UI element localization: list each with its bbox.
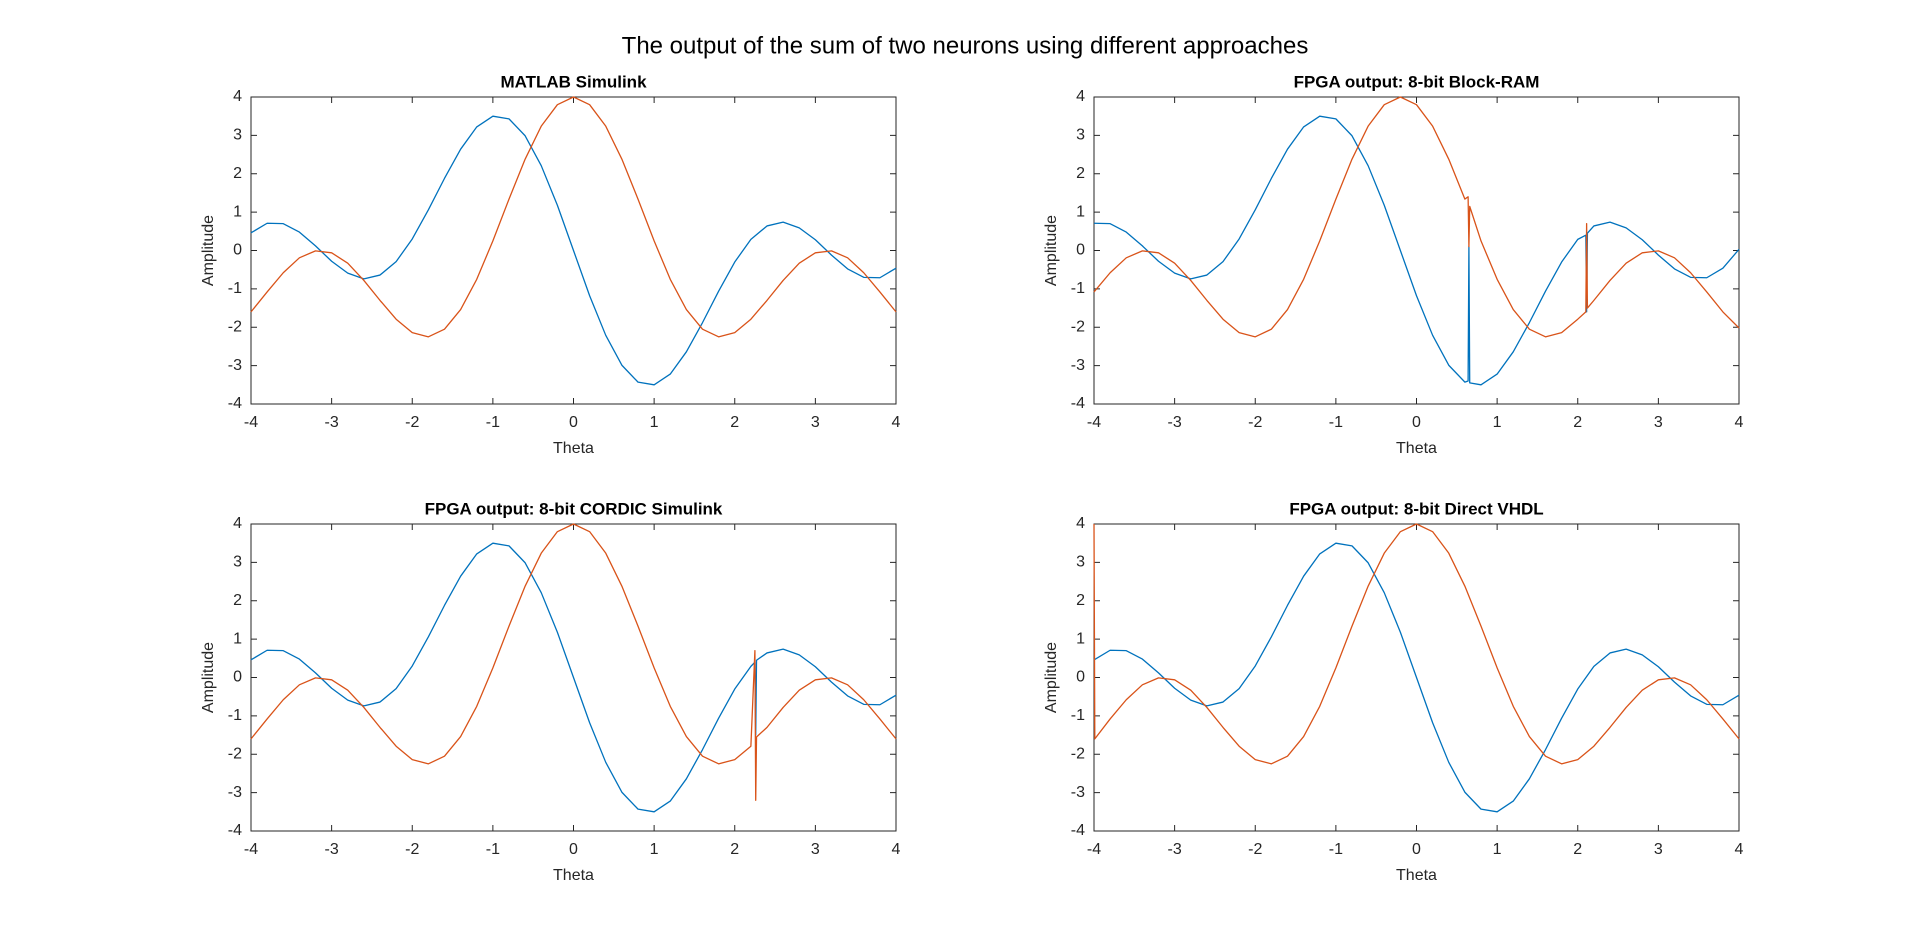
- y-tick-label: 1: [233, 203, 242, 220]
- x-tick-label: 1: [1493, 414, 1502, 431]
- data-line: [1093, 96, 1740, 338]
- subplot: MATLAB Simulink Theta Amplitude -4 -3 -2 -1 0 1 2…: [200, 72, 900, 457]
- y-tick-label: 4: [233, 515, 242, 532]
- y-tick-label: 3: [233, 127, 242, 144]
- subplot-title: FPGA output: 8-bit CORDIC Simulink: [425, 499, 723, 518]
- y-axis-label: Amplitude: [1043, 215, 1060, 286]
- subplot-title: FPGA output: 8-bit Block-RAM: [1294, 72, 1540, 91]
- y-tick-label: 2: [1076, 165, 1085, 182]
- y-tick-label: -2: [1071, 745, 1085, 762]
- y-tick-label: 0: [1076, 669, 1085, 686]
- y-tick-label: -1: [228, 280, 242, 297]
- y-tick-label: 4: [233, 88, 242, 105]
- y-tick-label: -3: [228, 357, 242, 374]
- x-tick-label: -1: [486, 841, 500, 858]
- y-tick-label: 4: [1076, 515, 1085, 532]
- x-tick-label: -1: [1329, 414, 1343, 431]
- y-tick-label: 0: [233, 242, 242, 259]
- x-tick-label: 2: [1573, 414, 1582, 431]
- y-tick-label: -2: [228, 745, 242, 762]
- data-line: [250, 542, 897, 813]
- x-tick-label: 4: [1735, 841, 1744, 858]
- x-tick-label: 3: [811, 414, 820, 431]
- data-line: [1093, 542, 1740, 813]
- y-tick-label: -2: [228, 318, 242, 335]
- x-tick-label: -2: [1248, 841, 1262, 858]
- y-tick-label: 1: [1076, 630, 1085, 647]
- x-tick-label: -4: [244, 414, 258, 431]
- x-tick-label: 4: [892, 414, 901, 431]
- x-tick-label: 0: [569, 841, 578, 858]
- y-tick-label: -3: [228, 784, 242, 801]
- y-tick-label: 4: [1076, 88, 1085, 105]
- y-tick-label: 1: [233, 630, 242, 647]
- x-axis-label: Theta: [553, 440, 594, 457]
- x-tick-label: -4: [244, 841, 258, 858]
- x-axis-label: Theta: [1396, 440, 1437, 457]
- x-tick-label: 2: [1573, 841, 1582, 858]
- subplot: FPGA output: 8-bit CORDIC Simulink Theta A…: [200, 499, 900, 884]
- y-tick-label: 2: [233, 592, 242, 609]
- x-tick-label: 3: [1654, 841, 1663, 858]
- y-tick-label: -2: [1071, 318, 1085, 335]
- y-tick-label: 2: [233, 165, 242, 182]
- x-tick-label: -3: [1168, 841, 1182, 858]
- x-tick-label: -2: [1248, 414, 1262, 431]
- subplot-title: MATLAB Simulink: [500, 72, 647, 91]
- x-tick-label: 2: [730, 414, 739, 431]
- x-tick-label: -1: [1329, 841, 1343, 858]
- data-line: [1093, 115, 1740, 386]
- x-axis-label: Theta: [1396, 867, 1437, 884]
- data-line: [1093, 523, 1740, 765]
- subplot: FPGA output: 8-bit Block-RAM Theta Amplitu…: [1043, 72, 1743, 457]
- y-tick-label: -4: [228, 822, 242, 839]
- figure-title: The output of the sum of two neurons usi…: [622, 32, 1309, 59]
- x-tick-label: 1: [650, 841, 659, 858]
- y-tick-label: -3: [1071, 357, 1085, 374]
- x-tick-label: -3: [325, 414, 339, 431]
- x-tick-label: 1: [1493, 841, 1502, 858]
- y-tick-label: 3: [1076, 127, 1085, 144]
- data-line: [250, 96, 897, 338]
- y-tick-label: -3: [1071, 784, 1085, 801]
- y-tick-label: -4: [1071, 822, 1085, 839]
- subplot: FPGA output: 8-bit Direct VHDL Theta Ampli…: [1043, 499, 1743, 884]
- x-tick-label: -1: [486, 414, 500, 431]
- x-tick-label: -3: [325, 841, 339, 858]
- x-tick-label: 3: [811, 841, 820, 858]
- x-tick-label: -2: [405, 414, 419, 431]
- y-axis-label: Amplitude: [200, 215, 217, 286]
- x-tick-label: -4: [1087, 414, 1101, 431]
- y-tick-label: -1: [1071, 707, 1085, 724]
- y-tick-label: 3: [1076, 554, 1085, 571]
- x-tick-label: 0: [1412, 414, 1421, 431]
- data-line: [250, 115, 897, 386]
- x-tick-label: 3: [1654, 414, 1663, 431]
- x-tick-label: 0: [569, 414, 578, 431]
- x-tick-label: -4: [1087, 841, 1101, 858]
- y-tick-label: 0: [1076, 242, 1085, 259]
- x-tick-label: 2: [730, 841, 739, 858]
- x-tick-label: 4: [1735, 414, 1744, 431]
- subplot-title: FPGA output: 8-bit Direct VHDL: [1289, 499, 1543, 518]
- y-tick-label: -1: [1071, 280, 1085, 297]
- y-tick-label: -4: [228, 395, 242, 412]
- y-tick-label: 1: [1076, 203, 1085, 220]
- y-tick-label: -1: [228, 707, 242, 724]
- x-tick-label: 1: [650, 414, 659, 431]
- x-tick-label: 0: [1412, 841, 1421, 858]
- x-axis-label: Theta: [553, 867, 594, 884]
- x-tick-label: -3: [1168, 414, 1182, 431]
- axes-box: [1093, 96, 1740, 405]
- y-tick-label: 3: [233, 554, 242, 571]
- x-tick-label: 4: [892, 841, 901, 858]
- y-tick-label: -4: [1071, 395, 1085, 412]
- y-axis-label: Amplitude: [200, 642, 217, 713]
- data-line: [250, 523, 897, 801]
- y-axis-label: Amplitude: [1043, 642, 1060, 713]
- y-tick-label: 0: [233, 669, 242, 686]
- x-tick-label: -2: [405, 841, 419, 858]
- y-tick-label: 2: [1076, 592, 1085, 609]
